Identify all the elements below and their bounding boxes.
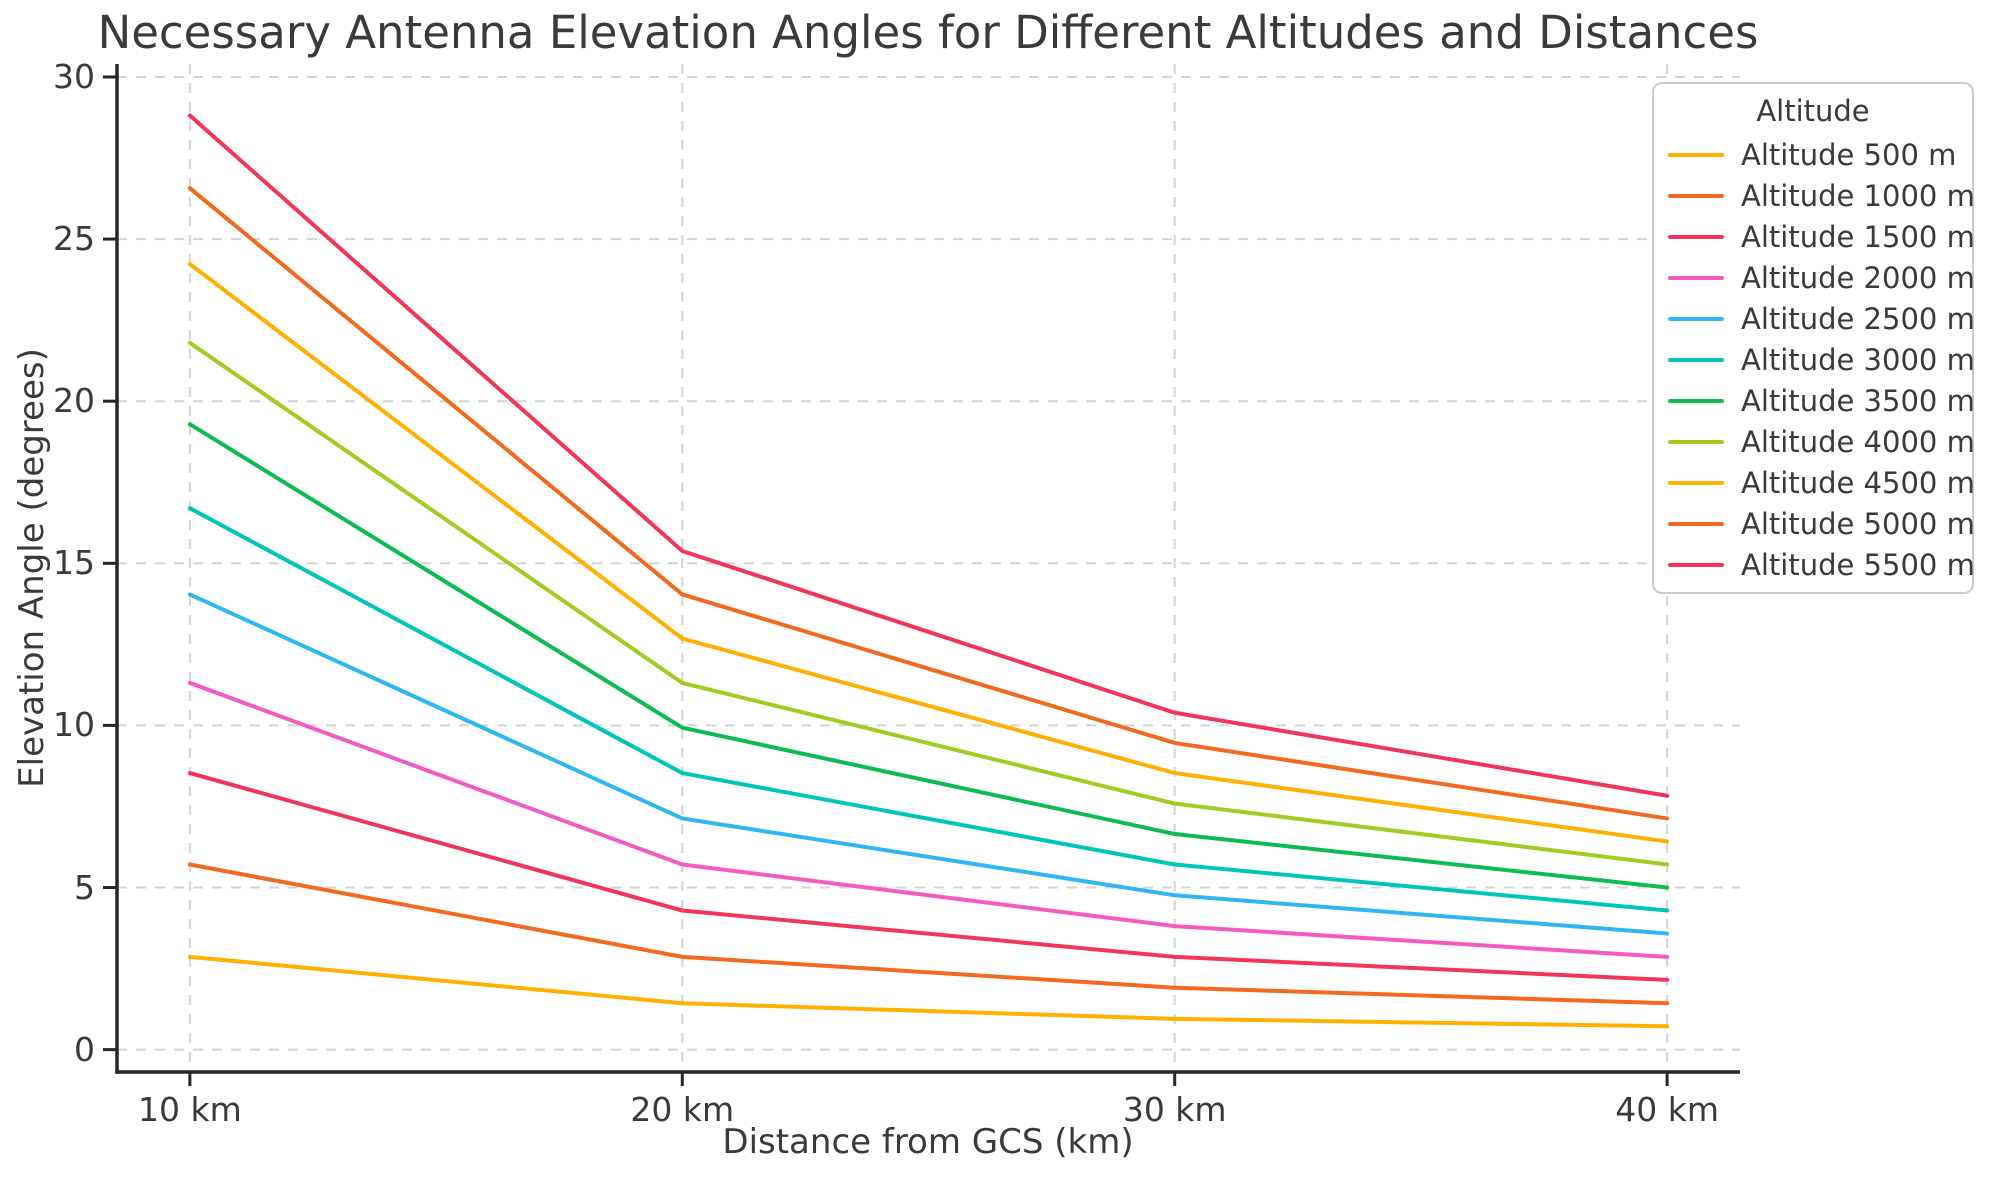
legend-item: Altitude 1000 m <box>1654 175 1975 216</box>
legend-item: Altitude 4000 m <box>1654 421 1975 462</box>
x-tick-label: 20 km <box>630 1090 735 1129</box>
series-line-3 <box>187 680 1670 959</box>
legend-swatch <box>1668 398 1724 403</box>
legend-swatch <box>1668 316 1724 321</box>
legend-item: Altitude 1500 m <box>1654 216 1975 257</box>
legend-item: Altitude 500 m <box>1654 134 1972 175</box>
legend-swatch <box>1668 152 1724 157</box>
series-line-1 <box>187 862 1670 1006</box>
y-tick-label: 20 <box>53 381 95 421</box>
legend-item: Altitude 5500 m <box>1654 544 1975 585</box>
legend-label: Altitude 5000 m <box>1741 506 1975 541</box>
legend-swatch <box>1668 480 1724 485</box>
legend-title: Altitude <box>1756 94 1870 128</box>
legend-item: Altitude 2500 m <box>1654 298 1975 339</box>
y-tick-label: 5 <box>74 867 95 907</box>
series-line-8 <box>187 262 1670 844</box>
legend-swatch <box>1668 521 1724 526</box>
series-line-0 <box>187 954 1670 1029</box>
series-line-2 <box>187 771 1670 982</box>
series-line-9 <box>187 186 1670 821</box>
x-tick-label: 40 km <box>1615 1090 1719 1129</box>
legend-label: Altitude 3000 m <box>1741 342 1975 377</box>
legend-swatch <box>1668 439 1724 444</box>
legend-swatch <box>1668 357 1724 362</box>
legend-label: Altitude 1500 m <box>1741 219 1975 254</box>
legend-swatch <box>1668 234 1724 239</box>
legend-swatch <box>1668 562 1724 567</box>
series-line-10 <box>187 113 1670 798</box>
legend-label: Altitude 2500 m <box>1741 301 1975 336</box>
legend-item: Altitude 3000 m <box>1654 339 1975 380</box>
legend-swatch <box>1668 193 1724 198</box>
legend-swatch <box>1668 275 1724 280</box>
y-tick-label: 30 <box>53 56 95 96</box>
x-tick-label: 30 km <box>1122 1090 1227 1129</box>
legend-item: Altitude 3500 m <box>1654 380 1975 421</box>
legend-label: Altitude 1000 m <box>1741 178 1975 213</box>
y-tick-label: 10 <box>53 705 95 745</box>
legend-label: Altitude 500 m <box>1741 137 1957 172</box>
y-tick-label: 0 <box>74 1029 95 1069</box>
series-line-5 <box>187 506 1670 913</box>
legend-label: Altitude 2000 m <box>1741 260 1975 295</box>
legend-label: Altitude 4500 m <box>1741 465 1975 500</box>
chart-title: Necessary Antenna Elevation Angles for D… <box>97 6 1759 59</box>
y-tick-label: 15 <box>53 543 95 583</box>
y-tick-label: 25 <box>53 219 95 259</box>
legend-item: Altitude 4500 m <box>1654 462 1975 503</box>
series-line-7 <box>187 340 1670 867</box>
legend-label: Altitude 4000 m <box>1741 424 1975 459</box>
x-tick-label: 10 km <box>138 1090 242 1129</box>
legend-items: Altitude 500 m Altitude 1000 m Altitude 15… <box>1654 134 1975 585</box>
series-line-6 <box>187 422 1670 890</box>
legend-label: Altitude 5500 m <box>1741 547 1975 582</box>
legend: Altitude Altitude 500 m Altitude 1000 m Al… <box>1652 82 1975 594</box>
legend-item: Altitude 2000 m <box>1654 257 1975 298</box>
series-line-4 <box>187 592 1670 936</box>
legend-label: Altitude 3500 m <box>1741 383 1975 418</box>
x-axis-label: Distance from GCS (km) <box>722 1122 1134 1162</box>
legend-item: Altitude 5000 m <box>1654 503 1975 544</box>
